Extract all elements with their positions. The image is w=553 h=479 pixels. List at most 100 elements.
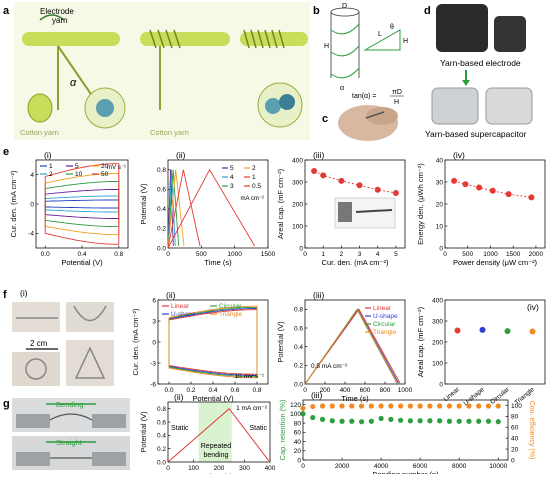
efficiency-point xyxy=(378,403,384,409)
legend-label: 10 xyxy=(75,171,83,178)
y-tick-label: 300 xyxy=(432,318,443,325)
x-tick-label: 600 xyxy=(360,387,371,394)
retention-point xyxy=(310,414,316,421)
x-tick-label: 0 xyxy=(301,463,305,470)
x-tick-label: 300 xyxy=(239,465,250,472)
y-tick-label: 10 xyxy=(436,223,444,230)
efficiency-point xyxy=(388,403,394,409)
y-tick-label: 20 xyxy=(294,448,302,455)
retention-point xyxy=(495,419,501,425)
gcd-curve-Triangle xyxy=(304,308,398,385)
y-tick-label: 6 xyxy=(152,297,156,304)
label-alpha-b: α xyxy=(340,85,344,92)
x-tick-label: 0 xyxy=(303,251,307,258)
y-tick-label: -4 xyxy=(28,231,34,238)
y-tick-label: 0.2 xyxy=(294,363,303,370)
y-tick-label: 30 xyxy=(436,179,444,186)
gcd-curve-1 xyxy=(167,169,201,249)
cv-curve-1 xyxy=(44,199,120,209)
cv-curve-10 xyxy=(44,180,120,228)
x-tick-label: 1 xyxy=(321,251,325,258)
x-tick-label: 0.4 xyxy=(208,387,217,394)
x-tick-label: 2 xyxy=(340,251,344,258)
data-point xyxy=(356,182,363,189)
legend-label: U-shape xyxy=(171,311,196,318)
yarn-stage-1: Electrode yarn α Cotton yarn xyxy=(20,7,126,137)
y-tick-label: 0.4 xyxy=(157,206,166,213)
y-tick-label: 0.8 xyxy=(157,406,166,413)
y-tick-label: 20 xyxy=(436,201,444,208)
y-tick-label: 0.2 xyxy=(157,446,166,453)
y-right-tick-label: 40 xyxy=(511,435,519,442)
panel-c: c xyxy=(322,105,398,141)
efficiency-point xyxy=(339,403,345,409)
x-tick-label: 2000 xyxy=(335,463,350,470)
x-tick-label: 100 xyxy=(188,465,199,472)
plot-frame xyxy=(302,399,509,461)
legend-label: 50 xyxy=(101,171,109,178)
y-tick-label: 120 xyxy=(290,402,301,409)
x-tick-label: 1000 xyxy=(483,251,498,258)
x-tick-label: 1000 xyxy=(398,387,413,394)
legend-unit: mA cm⁻² xyxy=(241,196,265,202)
efficiency-point xyxy=(329,403,335,409)
y-tick-label: 0 xyxy=(30,201,34,208)
x-tick-label: 200 xyxy=(214,465,225,472)
x-axis-label: Potential (V) xyxy=(192,394,234,403)
panel-letter-f: f xyxy=(3,289,7,301)
y-right-tick-label: 20 xyxy=(511,446,519,453)
yarn-stage-3 xyxy=(240,29,308,128)
legend-label: 1 xyxy=(49,163,53,170)
subpanel-label: (iii) xyxy=(313,290,324,300)
efficiency-point xyxy=(310,403,316,410)
retention-point xyxy=(437,418,443,424)
x-tick-label: 1000 xyxy=(227,251,242,258)
retention-point xyxy=(476,418,482,424)
legend-label: Triangle xyxy=(373,329,397,336)
yarn-supercap-caption: Yarn-based supercapacitor xyxy=(425,129,527,139)
efficiency-point xyxy=(476,403,482,409)
cotton-yarn-label-right: Cotton yarn xyxy=(150,128,189,137)
plot-frame xyxy=(304,299,406,385)
data-point xyxy=(489,187,496,194)
x-tick-label: 400 xyxy=(340,387,351,394)
legend-label: Linear xyxy=(373,305,392,312)
retention-point xyxy=(407,418,413,424)
x-tick-label: 0 xyxy=(443,251,447,258)
retention-point xyxy=(329,418,335,424)
x-tick-label: 3 xyxy=(358,251,362,258)
panel-b: b D H L H θ α tan(α) = πD H xyxy=(313,3,408,106)
plot-frame xyxy=(167,159,269,249)
y-tick-label: 100 xyxy=(292,223,303,230)
chart-e-i: (i) 0.0 0.4 0.8 -4 0 4 Potential (V) Cur. den. (… xyxy=(9,150,129,267)
y-tick-label: 0.6 xyxy=(294,325,303,332)
device-inset-photo xyxy=(334,197,396,229)
x-tick-label: 4 xyxy=(376,251,380,258)
efficiency-point xyxy=(300,405,306,411)
data-point xyxy=(320,172,327,179)
y-axis-label: Potential (V) xyxy=(139,183,148,225)
retention-point xyxy=(427,418,433,424)
repeated-label-2: bending xyxy=(203,452,228,459)
x-tick-label: 500 xyxy=(462,251,473,258)
retention-point xyxy=(368,418,374,424)
x-tick-label: 0.6 xyxy=(230,387,239,394)
efficiency-point xyxy=(358,403,365,409)
formula-numerator: πD xyxy=(392,89,402,96)
y-axis-label: Cur. den. (mA cm⁻²) xyxy=(9,170,18,237)
y-right-tick-label: 100 xyxy=(511,403,522,410)
chart-e-iv: (iv) 0 500 1000 1500 2000 0 10 20 30 40 Power densi… xyxy=(416,150,546,267)
annotation: 0.5 mA cm⁻² xyxy=(311,363,348,370)
retention-point xyxy=(466,418,472,424)
retention-point xyxy=(446,418,453,424)
legend-label: 1 xyxy=(252,174,256,181)
legend-label: 2 xyxy=(252,165,256,172)
panel-letter-c: c xyxy=(322,113,328,125)
retention-point xyxy=(398,417,404,423)
chart-f-iv: (iv) 0 100 200 300 400 Areal cap. (mF cm⁻²) Lin… xyxy=(416,297,546,407)
x-tick-label: 4000 xyxy=(374,463,389,470)
category-label: U-shape xyxy=(462,386,486,407)
retention-point xyxy=(319,416,326,422)
